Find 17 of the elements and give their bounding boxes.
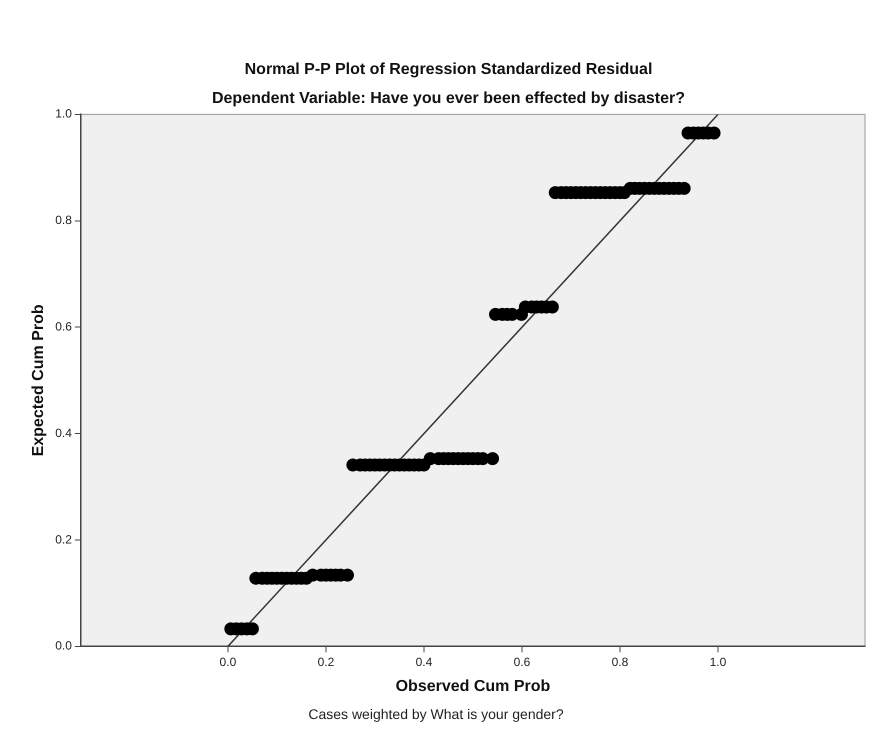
x-tick-label: 0.6 — [514, 654, 531, 669]
x-tick-label: 0.4 — [416, 654, 433, 669]
y-tick-label: 0.4 — [55, 426, 72, 440]
x-axis-title: Observed Cum Prob — [396, 678, 551, 695]
y-tick-label: 0.6 — [55, 320, 72, 334]
y-tick-label: 0.0 — [55, 638, 72, 653]
x-tick-label: 0.0 — [220, 654, 237, 669]
x-tick-label: 0.8 — [612, 654, 629, 669]
x-tick-label: 0.2 — [318, 654, 335, 669]
text: Cases weighted by What is your gender? — [307, 706, 565, 722]
chart-title: Normal P-P Plot of Regression Standardized Residual — [244, 61, 652, 78]
y-axis-title: Expected Cum Prob — [30, 304, 48, 456]
x-tick-label: 1.0 — [710, 654, 727, 669]
y-tick-label: 0.8 — [55, 213, 72, 228]
y-tick-label: 0.2 — [55, 532, 72, 546]
y-tick-label: 1.0 — [55, 106, 72, 121]
chart-subtitle: Dependent Variable: Have you ever been effected by disaster? — [212, 90, 686, 108]
